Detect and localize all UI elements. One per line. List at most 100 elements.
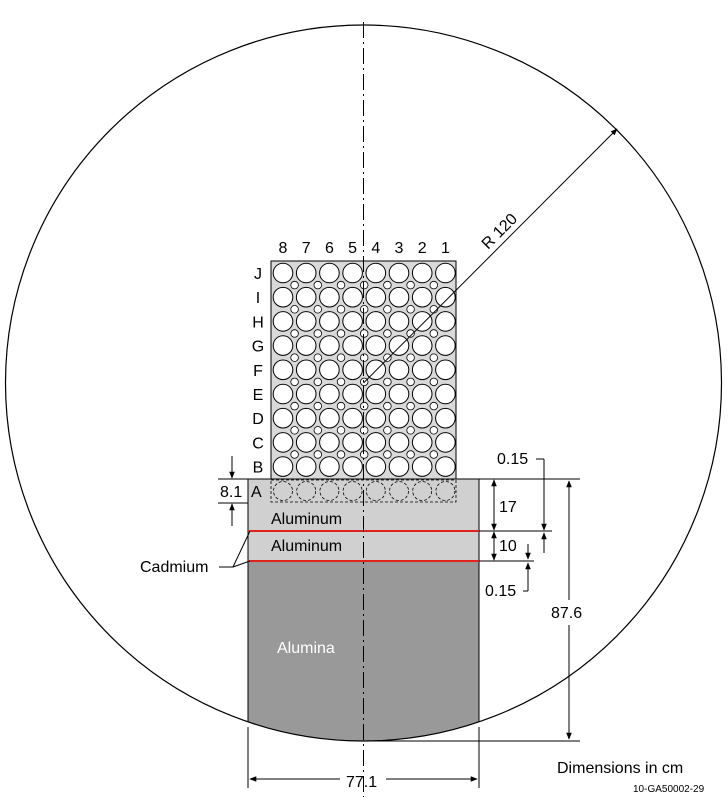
fuel-element-e-7 bbox=[295, 383, 317, 405]
fuel-element-f-7 bbox=[295, 359, 317, 381]
interstitial-hole bbox=[383, 450, 392, 459]
interstitial-hole bbox=[406, 280, 415, 290]
dim-10: 10 bbox=[499, 538, 517, 555]
interstitial-hole bbox=[360, 401, 369, 411]
interstitial-hole bbox=[360, 305, 369, 314]
interstitial-hole bbox=[336, 377, 346, 387]
row-label-g: G bbox=[252, 339, 264, 356]
column-label-6: 6 bbox=[325, 240, 334, 257]
interstitial-hole bbox=[406, 450, 415, 459]
interstitial-hole bbox=[336, 450, 346, 459]
interstitial-hole bbox=[336, 329, 346, 338]
fuel-element-i-2 bbox=[411, 286, 433, 308]
fuel-element-h-2 bbox=[411, 311, 433, 332]
row-label-h: H bbox=[252, 314, 264, 331]
fuel-element-h-5 bbox=[342, 311, 363, 332]
fuel-element-d-8 bbox=[272, 407, 294, 429]
row-label-a: A bbox=[251, 484, 262, 501]
interstitial-hole bbox=[360, 329, 369, 338]
interstitial-hole bbox=[360, 426, 369, 435]
aluminum-label-lower: Aluminum bbox=[271, 538, 342, 555]
column-label-7: 7 bbox=[302, 240, 311, 257]
interstitial-hole bbox=[290, 401, 299, 411]
interstitial-hole bbox=[336, 280, 346, 290]
interstitial-hole bbox=[290, 305, 299, 314]
dim-row-a-height: 8.1 bbox=[220, 484, 242, 501]
figure-id: 10-GA50002-29 bbox=[633, 784, 705, 795]
interstitial-hole bbox=[383, 305, 392, 314]
interstitial-hole bbox=[429, 353, 438, 362]
row-label-f: F bbox=[253, 363, 263, 380]
fuel-element-c-2 bbox=[411, 432, 433, 453]
fuel-element-g-2 bbox=[411, 335, 433, 356]
fuel-element-j-8 bbox=[272, 262, 294, 284]
fuel-element-i-3 bbox=[388, 286, 410, 308]
fuel-element-e-3 bbox=[388, 383, 410, 405]
interstitial-hole bbox=[290, 450, 299, 459]
dim-17: 17 bbox=[499, 499, 517, 516]
interstitial-hole bbox=[336, 426, 346, 435]
row-a-position-2 bbox=[412, 481, 433, 501]
interstitial-hole bbox=[429, 329, 438, 338]
fuel-element-j-2 bbox=[411, 262, 433, 284]
fuel-element-d-5 bbox=[342, 407, 363, 429]
fuel-element-h-1 bbox=[435, 311, 456, 332]
fuel-element-g-6 bbox=[319, 335, 340, 356]
fuel-element-d-4 bbox=[365, 407, 387, 429]
interstitial-hole bbox=[406, 377, 415, 387]
fuel-element-g-8 bbox=[272, 335, 294, 356]
interstitial-hole bbox=[313, 329, 322, 338]
fuel-element-d-2 bbox=[411, 407, 433, 429]
column-label-2: 2 bbox=[418, 240, 427, 257]
row-label-d: D bbox=[252, 411, 264, 428]
fuel-element-d-6 bbox=[319, 407, 340, 429]
row-label-e: E bbox=[253, 387, 264, 404]
interstitial-hole bbox=[290, 426, 299, 435]
fuel-element-j-1 bbox=[435, 262, 456, 284]
alumina-label: Alumina bbox=[277, 640, 335, 657]
fuel-element-b-8 bbox=[272, 456, 294, 477]
fuel-element-grid bbox=[270, 262, 457, 503]
column-label-4: 4 bbox=[371, 240, 380, 257]
interstitial-hole bbox=[290, 353, 299, 362]
interstitial-hole bbox=[406, 401, 415, 411]
fuel-element-i-4 bbox=[365, 286, 387, 308]
fuel-element-c-4 bbox=[365, 432, 387, 453]
interstitial-hole bbox=[383, 377, 392, 387]
fuel-element-c-6 bbox=[319, 432, 340, 453]
row-a-position-4 bbox=[365, 481, 386, 501]
fuel-element-c-5 bbox=[342, 432, 363, 453]
units-note: Dimensions in cm bbox=[557, 760, 683, 777]
interstitial-hole bbox=[383, 426, 392, 435]
fuel-element-e-6 bbox=[319, 383, 340, 405]
fuel-element-d-1 bbox=[435, 407, 456, 429]
interstitial-hole bbox=[406, 329, 415, 338]
fuel-element-b-3 bbox=[388, 456, 410, 477]
interstitial-hole bbox=[429, 426, 438, 435]
fuel-element-i-6 bbox=[319, 286, 340, 308]
row-a-position-1 bbox=[435, 481, 456, 501]
fuel-element-j-3 bbox=[388, 262, 410, 284]
fuel-element-i-7 bbox=[295, 286, 317, 308]
fuel-element-f-2 bbox=[411, 359, 433, 381]
row-label-j: J bbox=[254, 266, 262, 283]
interstitial-hole bbox=[313, 353, 322, 362]
cadmium-label: Cadmium bbox=[140, 559, 208, 576]
interstitial-hole bbox=[429, 401, 438, 411]
interstitial-hole bbox=[313, 280, 322, 290]
fuel-element-h-8 bbox=[272, 311, 294, 332]
fuel-element-g-7 bbox=[295, 335, 317, 356]
row-label-c: C bbox=[252, 435, 264, 452]
row-label-b: B bbox=[253, 460, 264, 477]
fuel-element-d-3 bbox=[388, 407, 410, 429]
fuel-element-f-4 bbox=[365, 359, 387, 381]
fuel-element-j-4 bbox=[365, 262, 387, 284]
column-label-3: 3 bbox=[395, 240, 404, 257]
fuel-element-j-5 bbox=[342, 262, 363, 284]
fuel-element-b-6 bbox=[319, 456, 340, 477]
fuel-element-h-7 bbox=[295, 311, 317, 332]
fuel-element-b-4 bbox=[365, 456, 387, 477]
